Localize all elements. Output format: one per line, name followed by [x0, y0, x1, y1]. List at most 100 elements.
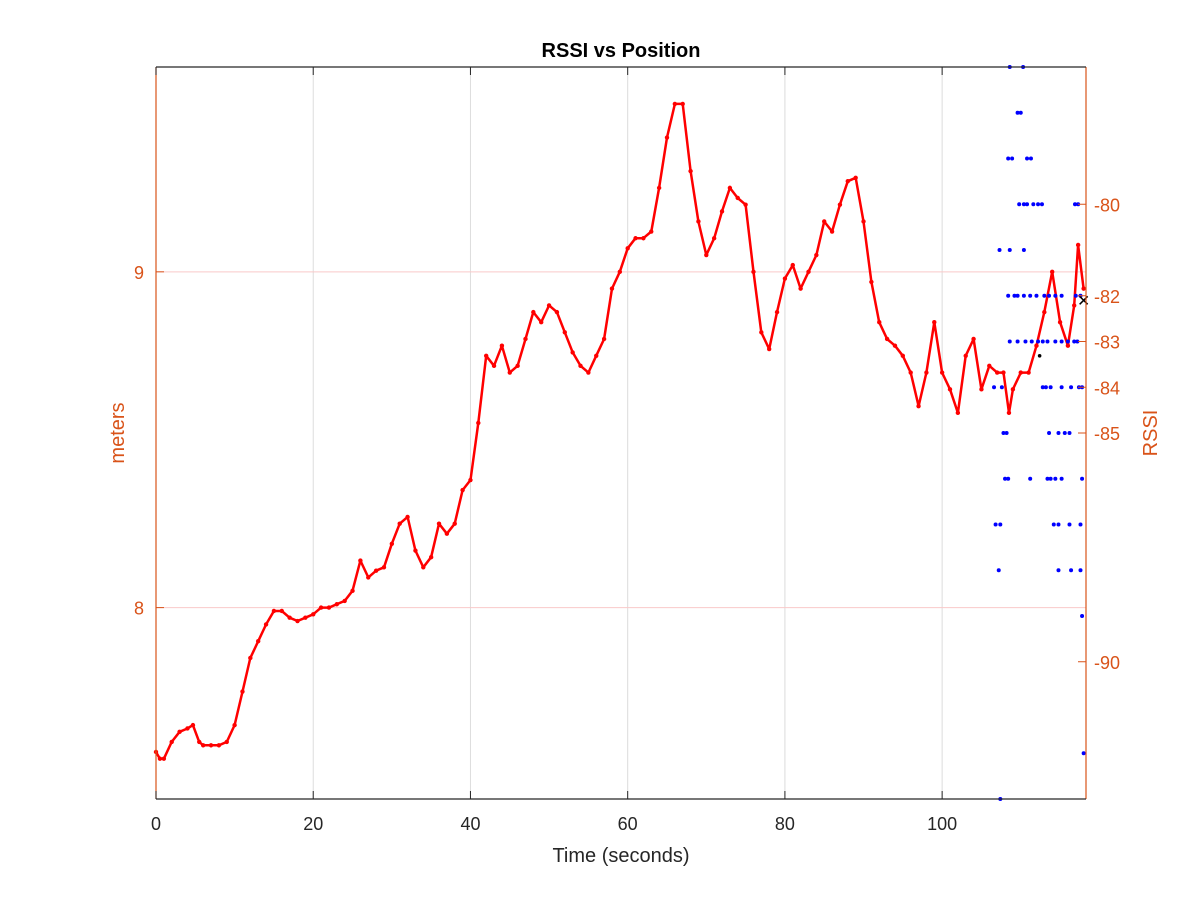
position-point	[806, 269, 811, 275]
rssi-point	[1043, 385, 1048, 390]
rssi-point	[1040, 339, 1045, 344]
rssi-point	[1036, 202, 1041, 207]
position-point	[444, 531, 450, 536]
rssi-point	[1015, 339, 1020, 344]
rssi-point	[1010, 156, 1015, 161]
rssi-point	[998, 522, 1003, 527]
position-point	[971, 336, 976, 342]
position-point	[735, 195, 740, 201]
position-point	[157, 756, 163, 761]
rssi-point	[1025, 202, 1030, 207]
rssi-point	[1073, 293, 1078, 298]
position-point	[476, 420, 481, 426]
rssi-point	[999, 385, 1004, 390]
position-point	[649, 229, 654, 234]
position-point	[248, 655, 253, 661]
rssi-point	[1021, 293, 1026, 298]
position-point	[208, 743, 214, 748]
rssi-point	[1072, 202, 1077, 207]
rssi-point	[1072, 339, 1077, 344]
rssi-point	[1047, 293, 1052, 298]
rssi-point	[1029, 339, 1034, 344]
position-point	[601, 336, 607, 342]
left-y-tick-label: 8	[134, 599, 144, 619]
rssi-point	[1031, 202, 1036, 207]
position-point	[342, 598, 347, 604]
position-point	[366, 575, 371, 580]
rssi-point	[1048, 385, 1053, 390]
rssi-point	[1059, 385, 1064, 390]
rssi-point	[1045, 339, 1050, 344]
position-point	[1057, 319, 1063, 325]
rssi-point	[993, 522, 998, 527]
position-point	[1072, 303, 1077, 308]
rssi-point	[1015, 110, 1020, 115]
rssi-point	[1051, 522, 1056, 527]
position-point	[877, 319, 882, 325]
position-point	[696, 219, 701, 224]
position-point	[704, 252, 709, 258]
position-point	[373, 568, 379, 573]
rssi-point	[997, 248, 1002, 252]
rssi-point	[1040, 385, 1045, 390]
right-y-tick-label: -82	[1094, 287, 1120, 307]
position-point	[460, 487, 465, 493]
position-point	[452, 521, 457, 526]
position-point	[617, 269, 623, 275]
right-y-tick-label: -80	[1094, 195, 1120, 215]
x-tick-label: 40	[460, 814, 480, 834]
position-point	[829, 229, 835, 234]
rssi-point	[1042, 293, 1047, 298]
rssi-point	[1017, 202, 1022, 207]
position-point	[428, 555, 434, 560]
position-point	[837, 202, 843, 207]
rssi-point	[1007, 248, 1012, 252]
rssi-point	[1067, 431, 1072, 435]
position-point	[743, 202, 748, 207]
position-point	[539, 319, 544, 325]
right-y-tick-label: -90	[1094, 653, 1120, 673]
position-point	[197, 739, 202, 745]
rssi-point	[1001, 431, 1006, 435]
rssi-point	[1006, 293, 1011, 298]
position-point	[1001, 370, 1006, 375]
position-point	[224, 739, 229, 745]
position-point	[263, 622, 269, 627]
rssi-point	[1034, 293, 1039, 298]
position-point	[916, 403, 921, 409]
position-point	[955, 410, 961, 416]
position-point	[389, 541, 395, 547]
position-point	[216, 743, 222, 748]
position-point	[1018, 370, 1023, 375]
position-point	[531, 309, 536, 315]
position-point	[822, 219, 827, 224]
position-point	[190, 722, 196, 728]
position-point	[1034, 343, 1039, 348]
position-point	[680, 101, 685, 107]
rssi-point	[1069, 568, 1074, 573]
position-point	[240, 689, 245, 694]
position-point	[900, 353, 906, 358]
rssi-point	[1059, 476, 1064, 481]
position-point	[947, 387, 953, 392]
position-point	[625, 246, 630, 251]
position-point	[751, 269, 756, 275]
right-y-tick-label: -84	[1094, 378, 1120, 398]
position-point	[295, 618, 300, 624]
position-point	[766, 346, 772, 352]
position-point	[774, 309, 780, 315]
position-point	[939, 370, 945, 375]
right-y-tick-label: -85	[1094, 424, 1120, 444]
position-point	[711, 236, 717, 241]
rssi-point	[1062, 431, 1067, 435]
x-tick-label: 0	[151, 814, 161, 834]
position-point	[318, 605, 324, 610]
position-point	[546, 303, 552, 308]
position-point	[672, 101, 678, 107]
position-point	[798, 286, 803, 291]
position-point	[727, 185, 733, 191]
position-point	[853, 175, 858, 181]
position-point	[499, 343, 505, 348]
rssi-point	[1039, 202, 1044, 207]
